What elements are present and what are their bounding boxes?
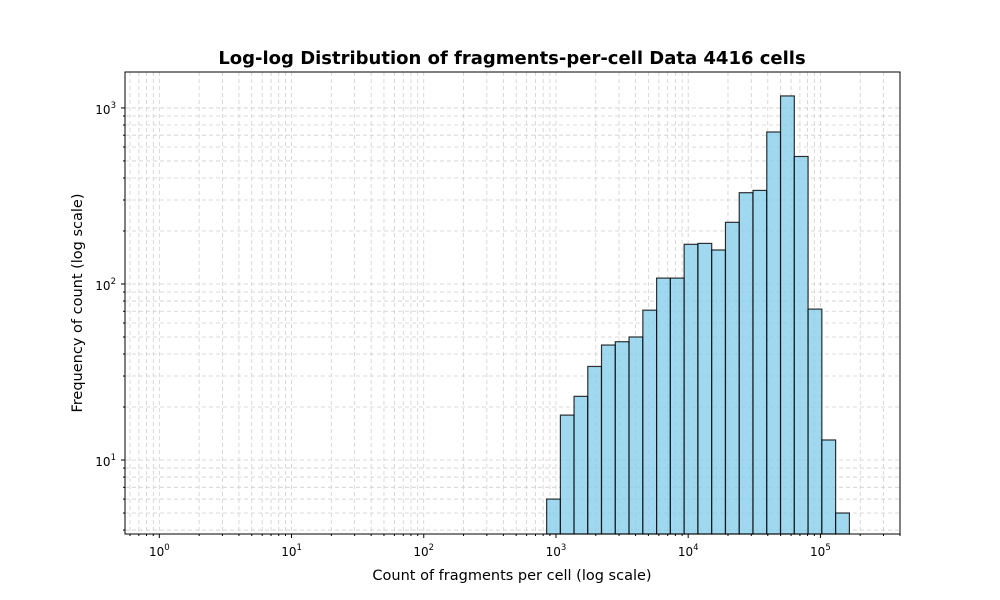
x-tick-label: 105 [810,543,831,559]
bars-layer [546,95,850,535]
histogram-bar [683,243,699,535]
x-tick-label: 101 [281,543,302,559]
histogram-bar [835,512,850,535]
y-tick-label: 103 [95,101,116,117]
x-tick-label: 102 [413,543,434,559]
y-tick-labels: 101 102 103 [95,101,116,469]
histogram-bar [711,249,727,535]
histogram-bar [793,155,809,535]
histogram-bar [628,336,644,535]
y-tick-label: 101 [95,453,116,469]
histogram-bar [724,221,740,535]
histogram-bar [573,395,589,535]
histogram-bar [614,341,630,535]
histogram-bar [779,95,795,535]
histogram-bar [642,309,658,535]
chart-title: Log-log Distribution of fragments-per-ce… [218,48,805,69]
histogram-bar [752,189,768,535]
histogram-bar [559,414,575,535]
y-tick-label: 102 [95,277,116,293]
plot-area-frame [124,71,901,535]
x-tick-labels: 100 101 102 103 104 105 [149,543,831,559]
x-tick-label: 103 [546,543,567,559]
histogram-bar [546,498,561,535]
histogram-bar [669,277,685,535]
histogram-bar [766,131,782,535]
ticks-layer [121,107,901,538]
histogram-bar [738,192,754,535]
histogram-bar [807,308,823,535]
histogram-bar [656,277,671,535]
y-axis-label: Frequency of count (log scale) [70,193,86,412]
x-tick-label: 104 [678,543,699,559]
histogram-bar [697,242,713,535]
histogram-bar [821,439,837,535]
x-tick-label: 100 [149,543,170,559]
histogram-bar [587,365,603,535]
histogram-bar [600,344,616,535]
x-axis-label: Count of fragments per cell (log scale) [372,568,651,584]
